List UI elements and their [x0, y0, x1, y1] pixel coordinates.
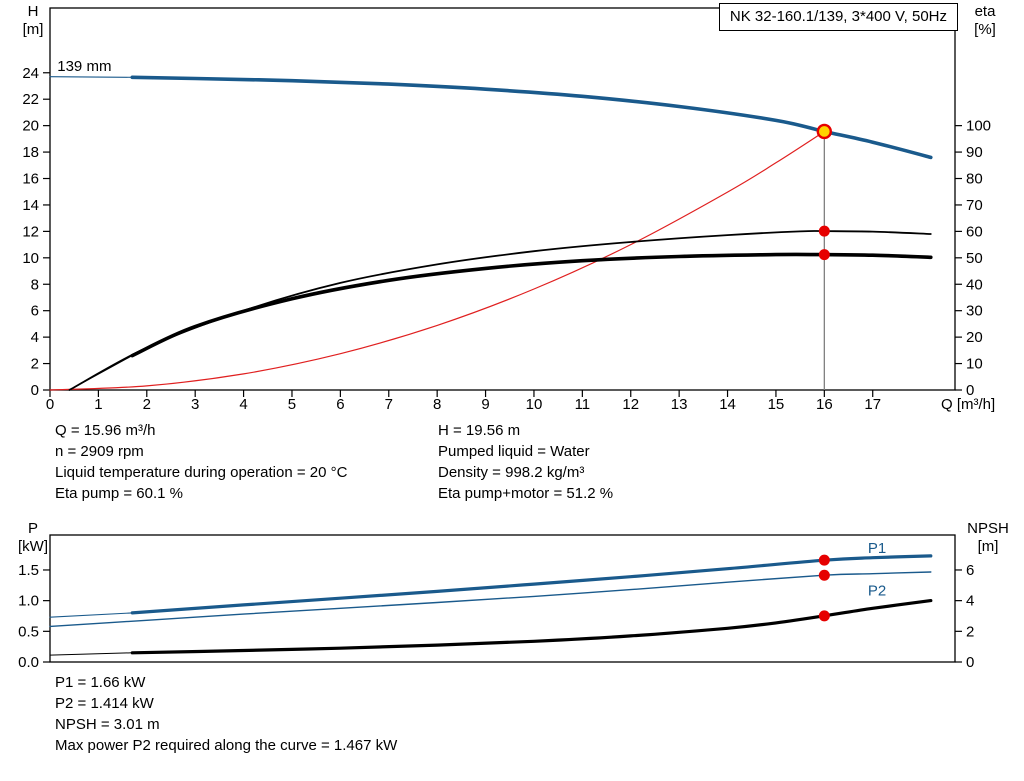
power-npsh-right-axis-title: NPSH [967, 520, 1009, 537]
info-liquid-temperature: Liquid temperature during operation = 20… [55, 464, 348, 481]
operating-point-dot [818, 225, 830, 237]
power-npsh-right-axis-title: [m] [978, 538, 999, 555]
info-head: H = 19.56 m [438, 422, 521, 439]
info-flow: Q = 15.96 m³/h [55, 422, 156, 439]
head-efficiency-annotation-139-mm: 139 mm [57, 58, 111, 75]
head-efficiency-right-tick-label: 100 [966, 118, 991, 135]
head-efficiency-left-tick-label: 10 [22, 250, 39, 267]
head-efficiency-left-tick-label: 12 [22, 223, 39, 240]
head-efficiency-left-tick-label: 16 [22, 171, 39, 188]
pump-title-box: NK 32-160.1/139, 3*400 V, 50Hz [718, 3, 958, 31]
head-efficiency-left-tick-label: 14 [22, 197, 39, 214]
operating-point-dot [818, 610, 830, 622]
info-max-power: Max power P2 required along the curve = … [55, 737, 398, 754]
info-npsh: NPSH = 3.01 m [55, 716, 160, 733]
power-npsh-left-tick-label: 1.5 [18, 562, 39, 579]
head-efficiency-left-tick-label: 8 [31, 276, 39, 293]
head-efficiency-left-tick-label: 6 [31, 303, 39, 320]
head-efficiency-right-tick-label: 30 [966, 303, 983, 320]
head-efficiency-x-tick-label: 15 [768, 396, 785, 413]
head-efficiency-left-tick-label: 22 [22, 91, 39, 108]
head-efficiency-x-tick-label: 5 [288, 396, 296, 413]
operating-point-info-right: H = 19.56 m Pumped liquid = Water Densit… [438, 420, 613, 504]
head-efficiency-left-tick-label: 18 [22, 144, 39, 161]
head-efficiency-x-tick-label: 8 [433, 396, 441, 413]
info-pumped-liquid: Pumped liquid = Water [438, 443, 590, 460]
power-npsh-right-tick-label: 4 [966, 593, 974, 610]
head-efficiency-left-tick-label: 24 [22, 65, 39, 82]
head-efficiency-right-axis-title: eta [975, 3, 997, 20]
head-efficiency-x-axis-title: Q [m³/h] [941, 396, 995, 413]
head-efficiency-x-tick-label: 3 [191, 396, 199, 413]
pump-title-text: NK 32-160.1/139, 3*400 V, 50Hz [729, 8, 947, 25]
head-efficiency-right-tick-label: 10 [966, 356, 983, 373]
head-efficiency-x-tick-label: 14 [719, 396, 736, 413]
p1-leader-curve [49, 612, 133, 618]
duty-point-marker [816, 123, 833, 140]
head-efficiency-right-axis-title: [%] [974, 21, 996, 38]
operating-point-dot [818, 569, 830, 581]
head-efficiency-left-axis-title: H [28, 3, 39, 20]
head-efficiency-x-tick-label: 17 [864, 396, 881, 413]
power-npsh-info: P1 = 1.66 kW P2 = 1.414 kW NPSH = 3.01 m… [55, 672, 397, 756]
operating-point-info-left: Q = 15.96 m³/h n = 2909 rpm Liquid tempe… [55, 420, 347, 504]
npsh-leader-curve [49, 652, 133, 656]
head-efficiency-right-tick-label: 80 [966, 171, 983, 188]
head-efficiency-left-tick-label: 20 [22, 118, 39, 135]
info-eta-pump-motor: Eta pump+motor = 51.2 % [438, 485, 614, 502]
info-density: Density = 998.2 kg/m³ [438, 464, 585, 481]
head-efficiency-frame [49, 7, 956, 391]
head-efficiency-left-tick-label: 4 [31, 329, 39, 346]
head-efficiency-x-tick-label: 12 [622, 396, 639, 413]
info-eta-pump: Eta pump = 60.1 % [55, 485, 183, 502]
power-npsh-right-tick-label: 2 [966, 623, 974, 640]
head-efficiency-right-tick-label: 60 [966, 223, 983, 240]
eta-pump-motor-leader-curve [68, 355, 133, 391]
head-efficiency-left-tick-label: 0 [31, 382, 39, 399]
power-npsh-frame [49, 534, 956, 663]
power-npsh-annotation-p2: P2 [868, 583, 886, 600]
power-npsh-left-axis-title: P [28, 520, 38, 537]
impeller-139mm-leader-curve [49, 76, 133, 78]
head-efficiency-x-tick-label: 2 [143, 396, 151, 413]
head-efficiency-right-tick-label: 20 [966, 329, 983, 346]
head-efficiency-x-tick-label: 11 [575, 396, 591, 413]
head-efficiency-right-tick-label: 50 [966, 250, 983, 267]
head-efficiency-right-tick-label: 90 [966, 144, 983, 161]
head-efficiency-right-tick-label: 0 [966, 382, 974, 399]
power-npsh-left-axis-title: [kW] [18, 538, 48, 555]
power-npsh-right-tick-label: 0 [966, 654, 974, 671]
head-efficiency-x-tick-label: 0 [46, 396, 54, 413]
power-npsh-left-tick-label: 1.0 [18, 593, 39, 610]
info-speed: n = 2909 rpm [55, 443, 144, 460]
power-npsh-left-tick-label: 0.0 [18, 654, 39, 671]
head-efficiency-right-tick-label: 40 [966, 276, 983, 293]
head-efficiency-x-tick-label: 1 [94, 396, 102, 413]
impeller-139mm-curve [130, 75, 933, 160]
operating-point-dot [818, 249, 830, 261]
power-npsh-left-tick-label: 0.5 [18, 623, 39, 640]
head-efficiency-x-tick-label: 9 [481, 396, 489, 413]
head-efficiency-x-tick-label: 16 [816, 396, 833, 413]
head-efficiency-left-axis-title: [m] [23, 21, 44, 38]
head-efficiency-x-tick-label: 6 [336, 396, 344, 413]
head-efficiency-left-tick-label: 2 [31, 356, 39, 373]
p1-curve [130, 554, 933, 615]
info-p1: P1 = 1.66 kW [55, 674, 146, 691]
head-efficiency-x-tick-label: 13 [671, 396, 688, 413]
eta-pump-motor-curve [130, 252, 933, 358]
npsh-curve [130, 599, 933, 655]
power-npsh-annotation-p1: P1 [868, 540, 886, 557]
head-efficiency-right-tick-label: 70 [966, 197, 983, 214]
head-efficiency-x-tick-label: 10 [526, 396, 543, 413]
power-npsh-right-tick-label: 6 [966, 562, 974, 579]
head-efficiency-x-tick-label: 7 [385, 396, 393, 413]
head-efficiency-x-tick-label: 4 [239, 396, 247, 413]
system-curve-curve [49, 130, 825, 391]
operating-point-dot [818, 554, 830, 566]
info-p2: P2 = 1.414 kW [55, 695, 154, 712]
